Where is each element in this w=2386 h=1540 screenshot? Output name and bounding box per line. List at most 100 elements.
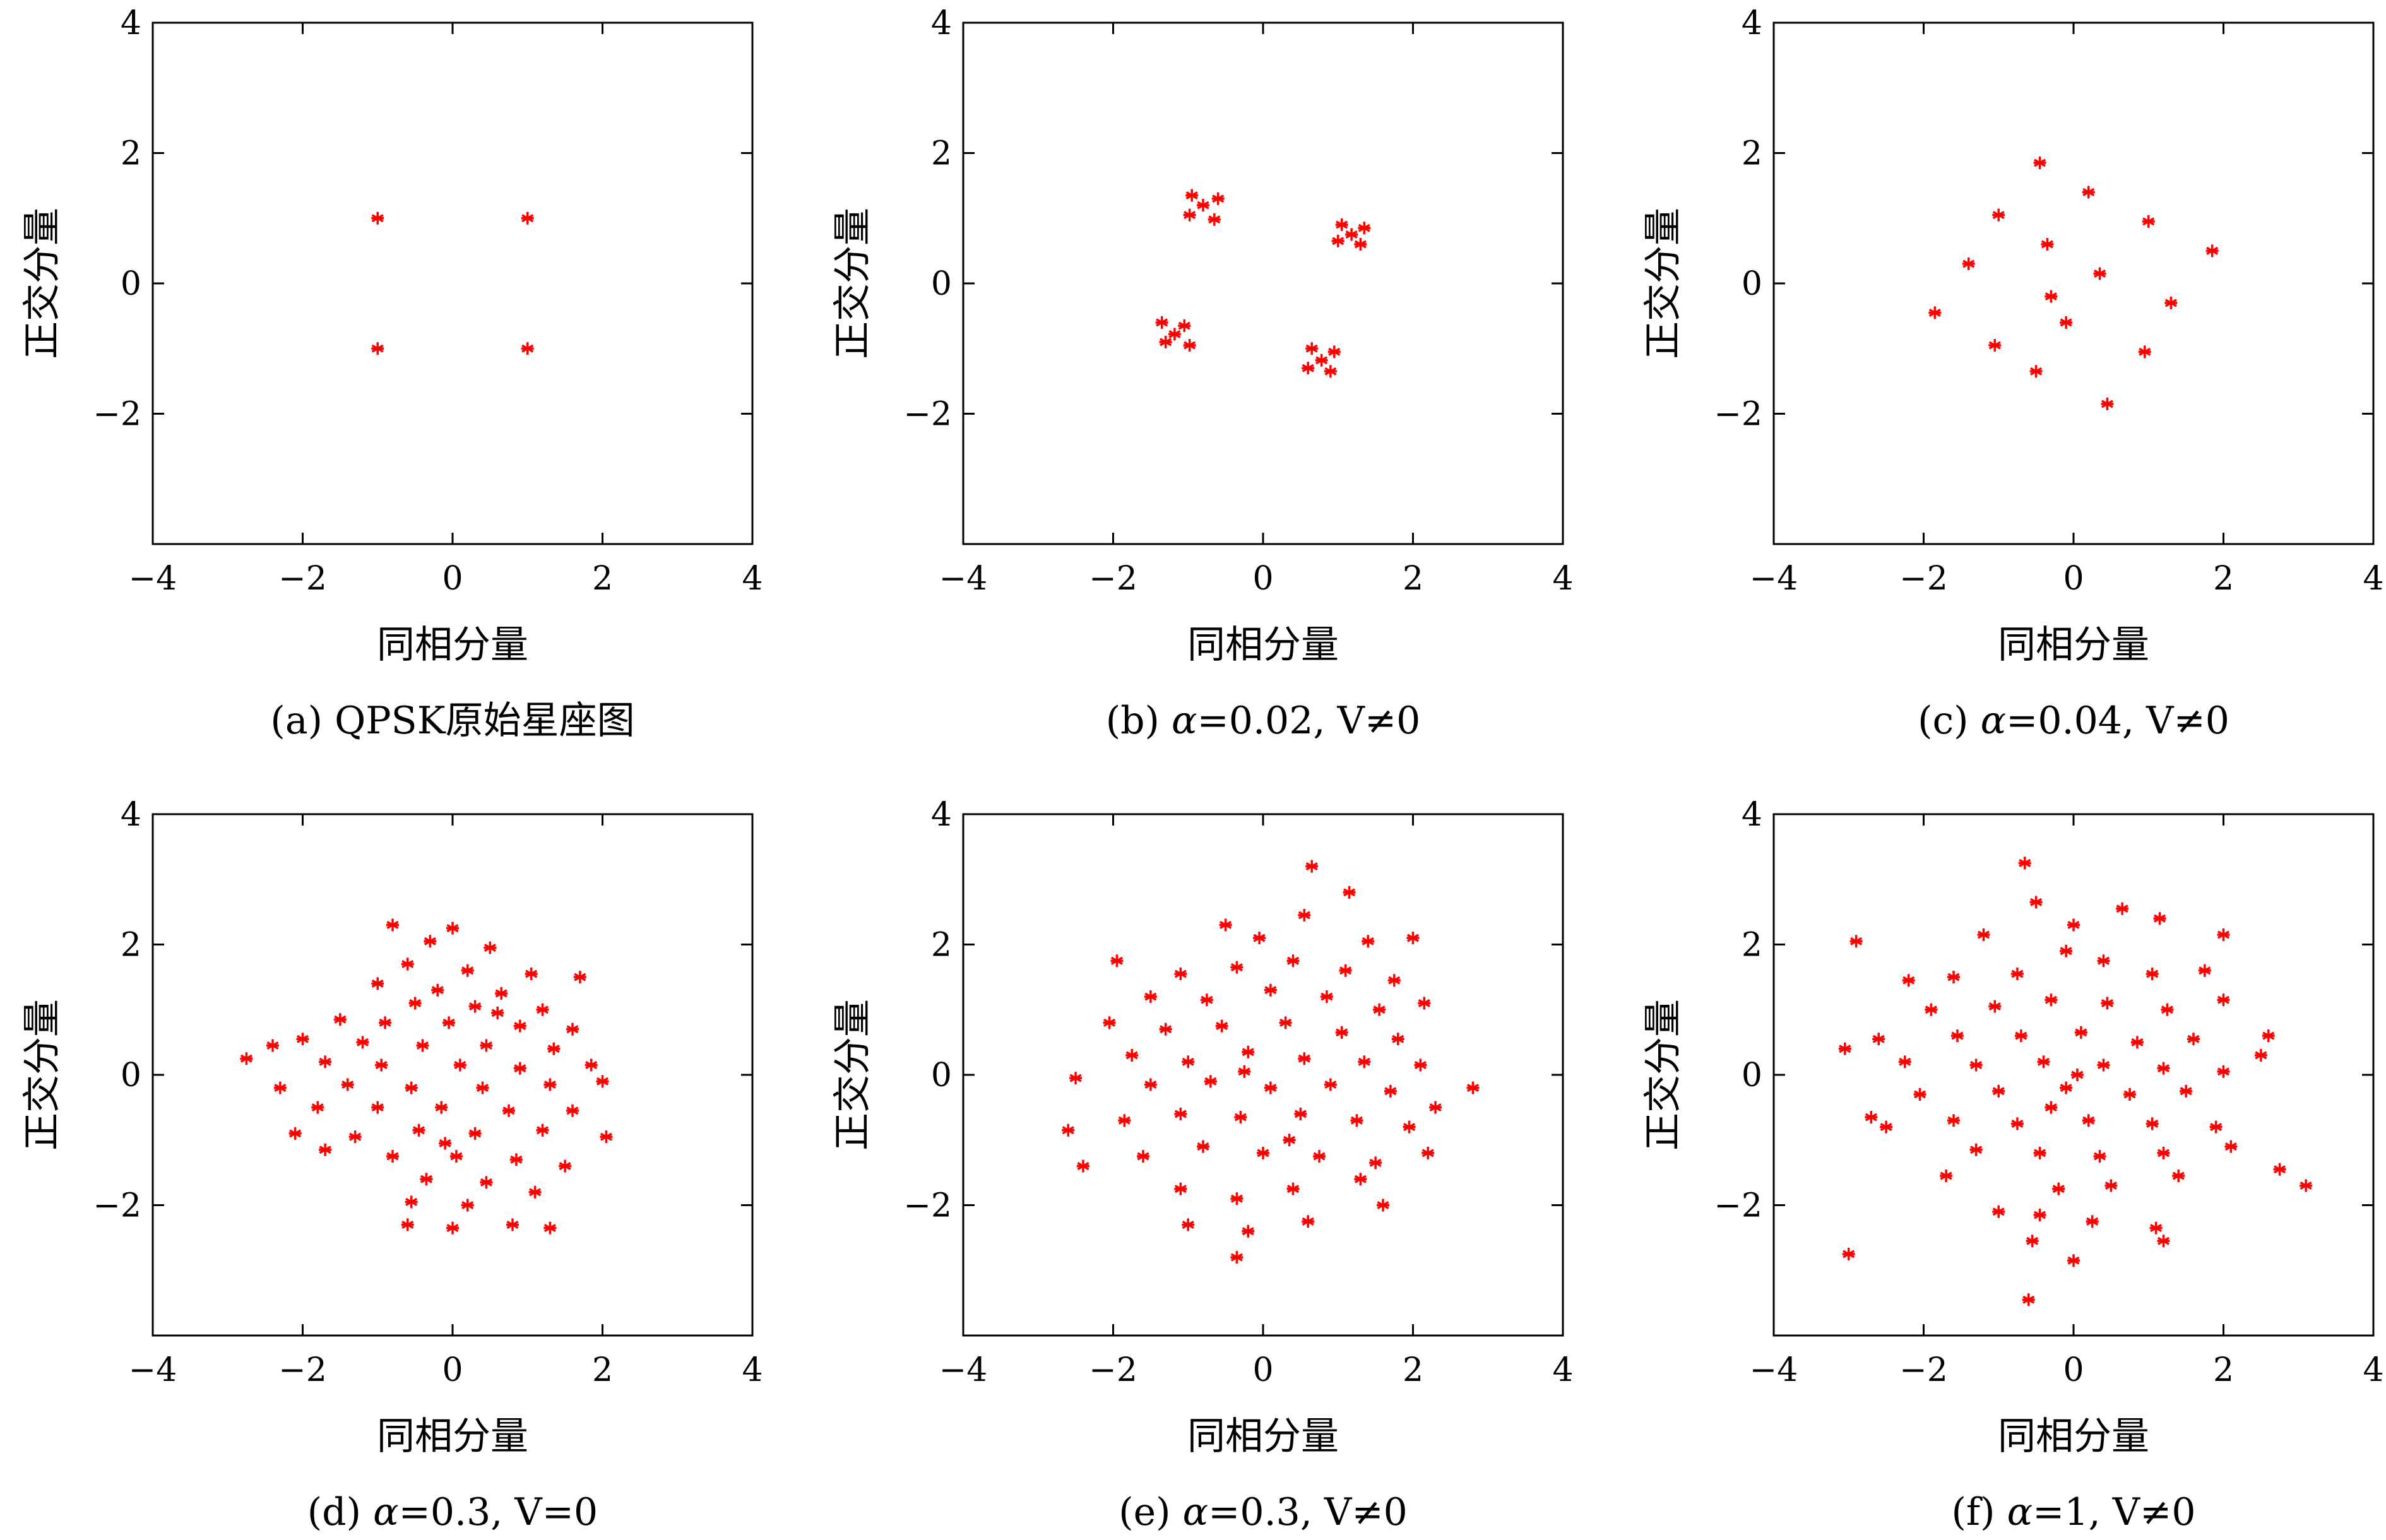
data-point xyxy=(1977,928,1990,942)
data-point xyxy=(2198,964,2211,977)
y-tick-label: 0 xyxy=(931,265,952,303)
x-tick-label: 4 xyxy=(742,1351,763,1389)
x-tick-label: −4 xyxy=(129,1351,177,1389)
caption-text: =0.04, V≠0 xyxy=(2006,699,2229,743)
panel-a: −4 −2 0 2 4 −2 0 2 4 同相分量 正交分量 (a) QPSK原始星座图 xyxy=(20,4,763,743)
data-point xyxy=(1178,319,1191,333)
data-point xyxy=(491,1006,504,1019)
data-point xyxy=(1865,1111,1878,1124)
data-point xyxy=(1200,993,1213,1007)
data-point xyxy=(2074,1026,2087,1039)
data-point xyxy=(1354,1173,1367,1186)
caption-alpha: α xyxy=(1183,1490,1209,1534)
data-point xyxy=(1159,335,1172,348)
data-point xyxy=(1302,362,1315,375)
y-tick-label: 2 xyxy=(1742,135,1762,173)
data-point xyxy=(2018,856,2031,870)
data-point xyxy=(371,977,384,990)
data-point xyxy=(2033,1146,2046,1159)
y-axis-label: 正交分量 xyxy=(831,208,875,359)
data-point xyxy=(420,1173,433,1186)
data-point xyxy=(1358,222,1371,235)
y-tick-label: 2 xyxy=(121,135,141,173)
data-point xyxy=(2093,1150,2106,1163)
data-point xyxy=(1913,1087,1926,1101)
data-point xyxy=(1183,339,1196,352)
data-point xyxy=(1947,1114,1960,1127)
data-point xyxy=(2067,918,2080,932)
x-tick-label: 2 xyxy=(592,1351,613,1389)
data-point xyxy=(1842,1247,1855,1260)
data-point xyxy=(559,1159,572,1173)
data-point xyxy=(266,1039,279,1052)
data-point xyxy=(2142,215,2155,228)
y-tick-label: 4 xyxy=(931,796,952,834)
panel-f: −4 −2 0 2 4 −2 0 2 4 同相分量 正交分量 (f) α=1, V≠0 xyxy=(1641,796,2384,1534)
caption-text: =0.3, V=0 xyxy=(399,1490,598,1534)
data-point xyxy=(1902,974,1915,987)
data-point xyxy=(1324,365,1337,378)
data-point xyxy=(1988,339,2002,352)
data-point xyxy=(1418,997,1431,1010)
x-tick-label: −4 xyxy=(1750,1351,1798,1389)
data-point xyxy=(1253,932,1266,945)
x-tick-label: −2 xyxy=(1899,1351,1948,1389)
y-tick-label: −2 xyxy=(1714,396,1762,434)
panel-caption: (f) α=1, V≠0 xyxy=(1951,1490,2195,1534)
data-point xyxy=(566,1022,579,1036)
data-point xyxy=(2149,1221,2163,1235)
data-point xyxy=(1898,1055,1911,1069)
data-point xyxy=(1264,983,1277,997)
y-tick-label: 0 xyxy=(121,265,141,303)
data-point xyxy=(2026,1235,2039,1248)
data-point xyxy=(1302,1215,1315,1228)
data-point xyxy=(1373,1003,1386,1016)
data-point xyxy=(1992,208,2005,222)
data-point xyxy=(1345,228,1358,241)
data-point xyxy=(2060,316,2073,329)
data-point xyxy=(1992,1084,2005,1098)
x-tick-label: 4 xyxy=(2363,560,2383,598)
y-tick-label: 4 xyxy=(931,4,952,42)
data-point xyxy=(311,1101,324,1114)
data-point xyxy=(1174,967,1187,980)
data-point xyxy=(1125,1049,1139,1062)
data-point xyxy=(1283,1134,1296,1147)
caption-text: =1, V≠0 xyxy=(2033,1490,2195,1534)
data-point xyxy=(386,918,399,932)
data-point xyxy=(2045,1101,2058,1114)
data-point xyxy=(2157,1062,2170,1075)
data-point xyxy=(2217,993,2230,1007)
data-point xyxy=(1377,1199,1389,1212)
data-point xyxy=(442,1016,456,1029)
data-point xyxy=(2060,944,2073,957)
data-point xyxy=(1928,306,1942,319)
data-point xyxy=(1969,1058,1983,1072)
data-point xyxy=(446,1221,459,1235)
caption-alpha: α xyxy=(1981,699,2007,743)
panel-b: −4 −2 0 2 4 −2 0 2 4 同相分量 正交分量 (b) α=0.02, V≠0 xyxy=(831,4,1574,743)
y-tick-label: 4 xyxy=(121,796,141,834)
data-point xyxy=(1335,1026,1348,1039)
data-point xyxy=(2010,967,2024,980)
y-tick-label: 2 xyxy=(931,927,952,964)
data-point xyxy=(1182,1218,1195,1231)
data-point xyxy=(1305,860,1319,873)
data-point xyxy=(1369,1156,1382,1170)
data-point xyxy=(1062,1123,1075,1137)
y-tick-label: 0 xyxy=(931,1057,952,1094)
data-point xyxy=(1208,213,1221,226)
data-point xyxy=(543,1221,557,1235)
data-point xyxy=(536,1003,549,1016)
data-point xyxy=(1234,1111,1247,1124)
data-point xyxy=(1242,1045,1255,1058)
data-point xyxy=(1230,1192,1243,1205)
data-point xyxy=(521,342,534,355)
panel-c: −4 −2 0 2 4 −2 0 2 4 同相分量 正交分量 (c) α=0.04, V≠0 xyxy=(1641,4,2384,743)
caption-alpha: α xyxy=(1172,699,1197,743)
x-axis-label: 同相分量 xyxy=(1998,623,2149,667)
data-point xyxy=(502,1104,516,1117)
x-axis-label: 同相分量 xyxy=(1187,1414,1339,1459)
data-point xyxy=(2161,1003,2174,1016)
